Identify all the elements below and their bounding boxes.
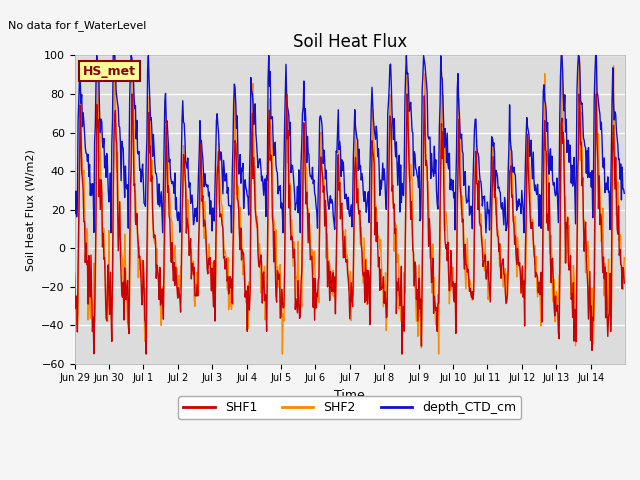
X-axis label: Time: Time — [334, 389, 365, 402]
Line: depth_CTD_cm: depth_CTD_cm — [74, 56, 624, 233]
Y-axis label: Soil Heat Flux (W/m2): Soil Heat Flux (W/m2) — [26, 149, 36, 271]
Line: SHF1: SHF1 — [74, 94, 624, 354]
Text: HS_met: HS_met — [83, 65, 136, 78]
Text: No data for f_WaterLevel: No data for f_WaterLevel — [8, 20, 147, 31]
Title: Soil Heat Flux: Soil Heat Flux — [292, 33, 407, 51]
Legend: SHF1, SHF2, depth_CTD_cm: SHF1, SHF2, depth_CTD_cm — [179, 396, 521, 419]
Line: SHF2: SHF2 — [74, 56, 624, 354]
